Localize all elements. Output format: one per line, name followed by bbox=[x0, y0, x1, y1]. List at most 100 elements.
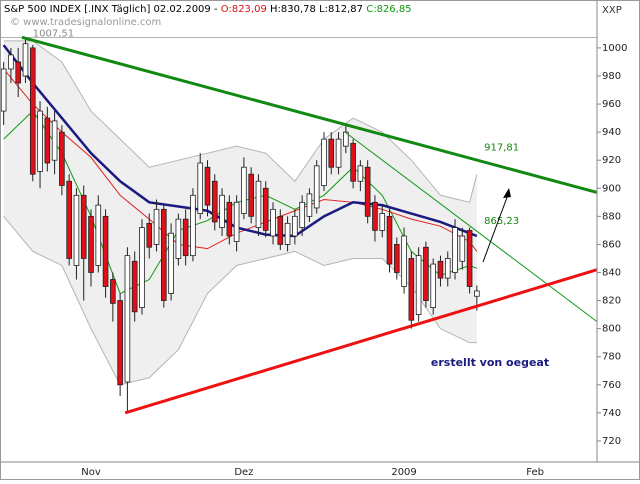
candle-body bbox=[284, 222, 291, 245]
candle-body bbox=[219, 194, 225, 228]
candle-body bbox=[153, 208, 160, 245]
candle-body bbox=[437, 260, 444, 279]
candle-body bbox=[37, 110, 43, 172]
candle-body bbox=[29, 47, 36, 175]
x-tick-label: Nov bbox=[81, 467, 101, 478]
candle-body bbox=[161, 208, 167, 301]
candle-body bbox=[22, 43, 29, 77]
candle-body bbox=[51, 120, 58, 161]
candle-body bbox=[313, 165, 320, 209]
candle-body bbox=[80, 194, 87, 259]
y-tick-label: 840 bbox=[602, 267, 621, 278]
candle-body bbox=[306, 193, 313, 217]
y-tick-label: 920 bbox=[602, 155, 621, 166]
candle-body bbox=[466, 229, 473, 287]
candle-body bbox=[131, 260, 138, 313]
candle-body bbox=[423, 246, 429, 301]
candle-body bbox=[350, 142, 356, 182]
candle-body bbox=[241, 166, 247, 214]
candle-body bbox=[44, 117, 51, 164]
arrow-head bbox=[503, 188, 511, 198]
low-label: L:812,87 bbox=[319, 4, 363, 15]
candle-body bbox=[430, 263, 436, 308]
candle-body bbox=[204, 166, 211, 206]
candle-body bbox=[452, 227, 458, 273]
candle-body bbox=[211, 180, 218, 223]
x-tick-label: 2009 bbox=[391, 467, 416, 478]
candle-body bbox=[328, 138, 335, 168]
candle-body bbox=[248, 173, 254, 217]
candle-body bbox=[0, 68, 7, 112]
candle-body bbox=[444, 258, 451, 279]
candle-body bbox=[270, 208, 276, 237]
high-label: H:830,78 bbox=[270, 4, 316, 15]
watermark: © www.tradesignalonline.com bbox=[10, 17, 161, 28]
candle-body bbox=[277, 215, 284, 245]
candle-body bbox=[146, 222, 153, 248]
trendline bbox=[124, 268, 598, 415]
candle-body bbox=[226, 201, 233, 237]
candle-body bbox=[415, 255, 422, 316]
candle-body bbox=[182, 218, 189, 257]
y-tick-label: 720 bbox=[602, 436, 621, 447]
candle-body bbox=[175, 218, 182, 259]
candle-body bbox=[139, 227, 145, 308]
candle-body bbox=[393, 244, 400, 273]
candle-body bbox=[102, 215, 109, 287]
candle-body bbox=[364, 166, 371, 217]
candle-body bbox=[459, 235, 466, 262]
candle-body bbox=[321, 138, 327, 186]
candle-body bbox=[8, 54, 14, 70]
candle-body bbox=[335, 138, 342, 168]
candle-body bbox=[299, 201, 305, 228]
title: S&P 500 INDEX [.INX Täglich] 02.02.2009 … bbox=[4, 4, 218, 15]
y-tick-label: 780 bbox=[602, 352, 621, 363]
chart-title: S&P 500 INDEX [.INX Täglich] 02.02.2009 … bbox=[4, 4, 412, 15]
y-tick-label: 980 bbox=[602, 71, 621, 82]
candle-body bbox=[408, 258, 415, 321]
candle-body bbox=[66, 180, 72, 259]
band-line bbox=[3, 40, 478, 203]
y-tick-label: 820 bbox=[602, 296, 621, 307]
candle-body bbox=[117, 300, 123, 386]
candle-body bbox=[372, 201, 378, 231]
corner-label: XXP bbox=[602, 5, 622, 16]
trendline bbox=[344, 131, 598, 323]
moving-average bbox=[2, 44, 478, 238]
y-tick-label: 760 bbox=[602, 380, 621, 391]
y-tick-label: 960 bbox=[602, 99, 621, 110]
y-tick-label: 740 bbox=[602, 408, 621, 419]
candle-body bbox=[124, 255, 131, 383]
open-label: O:823,09 bbox=[221, 4, 267, 15]
level-label: 917,81 bbox=[484, 142, 519, 153]
plot-area: 1007,51 917,81 865,23 bbox=[0, 28, 598, 415]
candle-body bbox=[168, 232, 174, 294]
candle-body bbox=[401, 235, 407, 287]
trendline bbox=[21, 35, 598, 194]
candle-body bbox=[292, 215, 298, 237]
candle-body bbox=[255, 180, 262, 228]
y-tick-label: 940 bbox=[602, 127, 621, 138]
level-label: 865,23 bbox=[484, 216, 519, 227]
y-tick-label: 860 bbox=[602, 239, 621, 250]
candle-body bbox=[190, 194, 196, 257]
candle-body bbox=[386, 215, 393, 265]
candle-body bbox=[15, 61, 22, 84]
x-tick-label: Feb bbox=[526, 467, 544, 478]
y-tick-label: 800 bbox=[602, 324, 621, 335]
moving-average bbox=[3, 68, 478, 252]
candle-body bbox=[88, 215, 94, 273]
y-tick-label: 880 bbox=[602, 211, 621, 222]
candle-body bbox=[110, 279, 116, 304]
candle-body bbox=[233, 201, 240, 243]
candle-body bbox=[474, 290, 480, 297]
annotation: erstellt von oegeat bbox=[431, 356, 549, 369]
close-label: C:826,85 bbox=[366, 4, 411, 15]
x-tick-label: Dez bbox=[234, 467, 253, 478]
arrow bbox=[482, 191, 510, 263]
candle-body bbox=[357, 165, 364, 182]
candle-body bbox=[197, 162, 204, 214]
candle-body bbox=[59, 131, 65, 186]
candle-body bbox=[379, 213, 386, 231]
